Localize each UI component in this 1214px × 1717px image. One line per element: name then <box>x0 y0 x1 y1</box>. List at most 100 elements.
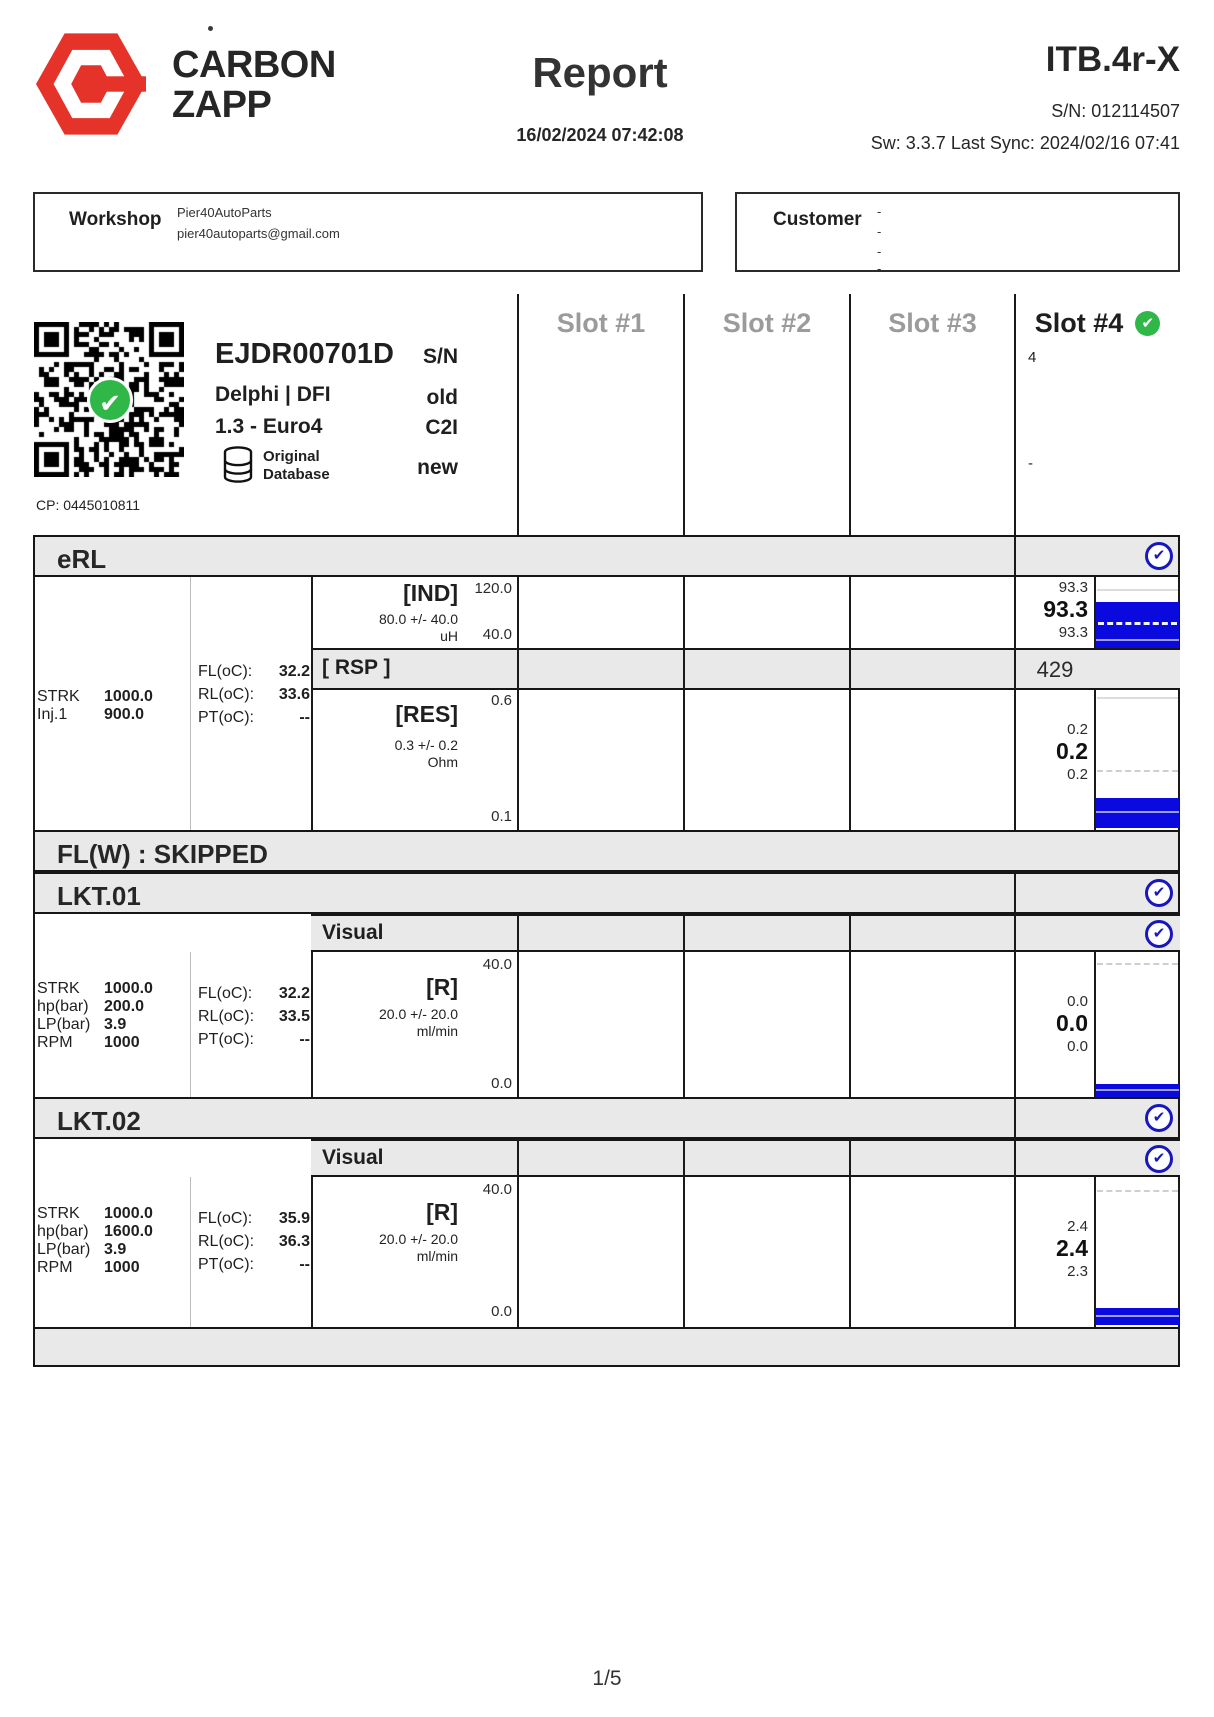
ind-bar-avg-line <box>1098 622 1177 625</box>
res-axis-min: 0.1 <box>491 808 512 825</box>
customer-line: - <box>877 224 882 239</box>
column-divider <box>849 577 851 830</box>
result-divider <box>1094 577 1096 648</box>
lkt02-param-rpm: RPM 1000 <box>37 1259 140 1276</box>
column-divider <box>1014 1139 1016 1327</box>
row-label-sn: S/N <box>422 345 458 368</box>
column-divider <box>311 577 313 830</box>
ind-tolerance: 80.0 +/- 40.0 <box>378 611 458 627</box>
lkt02-visual-check-icon: ✔ <box>1145 1145 1173 1173</box>
database-icon <box>222 446 254 484</box>
customer-line: - <box>877 244 882 259</box>
lkt02-bar-avg-line <box>1096 1315 1179 1317</box>
ind-unit: uH <box>440 628 458 644</box>
slot4-sn-value: 4 <box>1028 349 1037 366</box>
injector-maker: Delphi | DFI <box>215 383 331 406</box>
device-sw-sync: Sw: 3.3.7 Last Sync: 2024/02/16 07:41 <box>870 133 1180 153</box>
lkt02-slot4-avg: 2.4 <box>1056 1235 1088 1261</box>
res-label: [RES] <box>395 701 458 727</box>
lkt02-axis-max: 40.0 <box>482 1181 512 1198</box>
customer-label: Customer <box>773 209 862 230</box>
customer-line: - <box>877 204 882 219</box>
lkt02-cond-fl: FL(oC): 35.9 <box>198 1210 310 1227</box>
section-bar-erl: eRL <box>33 535 1180 577</box>
subcolumn-divider <box>190 1177 191 1327</box>
rsp-label: [ RSP ] <box>322 656 391 679</box>
lkt02-param-hp: hp(bar) 1600.0 <box>37 1223 153 1240</box>
brand-line1: CARBON <box>172 44 336 86</box>
flw-title: FL(W) : SKIPPED <box>57 839 268 869</box>
lkt01-param-strk: STRK 1000.0 <box>37 980 153 997</box>
column-divider <box>849 294 851 535</box>
lkt01-visual-check-icon: ✔ <box>1145 920 1173 948</box>
res-slot4-bar <box>1096 798 1179 828</box>
lkt01-cond-pt: PT(oC): -- <box>198 1031 310 1048</box>
lkt02-axis-min: 0.0 <box>491 1303 512 1320</box>
lkt01-r-label: [R] <box>426 974 458 1000</box>
lkt01-cond-fl: FL(oC): 32.2 <box>198 985 310 1002</box>
lkt01-visual-band <box>311 914 1180 952</box>
lkt01-cond-rl: RL(oC): 33.5 <box>198 1008 310 1025</box>
slot4-header-label: Slot #4 <box>1034 308 1124 338</box>
column-divider <box>1014 1099 1016 1137</box>
section-bar-lkt02: LKT.02 <box>33 1097 1180 1139</box>
ind-refline <box>1097 589 1178 591</box>
lkt01-axis-max: 40.0 <box>482 956 512 973</box>
row-label-c2i: C2I <box>425 416 458 439</box>
page-number: 1/5 <box>592 1667 622 1690</box>
brand-dot <box>208 26 213 31</box>
qr-code-wrap: ✔ <box>34 322 184 482</box>
device-serial: S/N: 012114507 <box>1051 101 1180 121</box>
ind-axis-max: 120.0 <box>474 580 512 597</box>
lkt02-visual-band <box>311 1139 1180 1177</box>
column-divider <box>683 914 685 1097</box>
erl-cond-pt: PT(oC): -- <box>198 709 310 726</box>
erl-pass-check-icon: ✔ <box>1145 542 1173 570</box>
device-model: ITB.4r-X <box>1045 40 1180 79</box>
res-dashed-refline <box>1097 770 1178 772</box>
slot4-header: Slot #4 ✔ <box>1015 308 1180 339</box>
workshop-box: Workshop Pier40AutoParts pier40autoparts… <box>33 192 703 272</box>
column-divider <box>1014 914 1016 1097</box>
table-footer-band <box>33 1327 1180 1367</box>
lkt02-visual-label: Visual <box>322 1146 384 1169</box>
column-divider <box>849 914 851 1097</box>
report-datetime: 16/02/2024 07:42:08 <box>516 125 684 145</box>
column-divider <box>311 1177 313 1327</box>
injector-version: 1.3 - Euro4 <box>215 415 323 438</box>
lkt02-r-tolerance: 20.0 +/- 20.0 <box>378 1231 458 1247</box>
result-divider <box>1094 1177 1096 1327</box>
rsp-band <box>311 648 1180 690</box>
customer-box: Customer - - - - <box>735 192 1180 276</box>
brand-line2: ZAPP <box>172 84 272 126</box>
database-label2: Database <box>263 466 330 483</box>
column-divider <box>1014 577 1016 830</box>
ind-slot4-max: 93.3 <box>1058 579 1088 596</box>
lkt01-visual-label: Visual <box>322 921 384 944</box>
result-divider <box>1094 952 1096 1097</box>
lkt01-pass-check-icon: ✔ <box>1145 879 1173 907</box>
lkt01-title: LKT.01 <box>57 881 141 911</box>
ind-label: [IND] <box>403 580 458 606</box>
lkt02-r-label: [R] <box>426 1199 458 1225</box>
lkt01-param-rpm: RPM 1000 <box>37 1034 140 1051</box>
lkt01-slot4-max: 0.0 <box>1067 993 1088 1010</box>
customer-line: - <box>877 261 882 276</box>
ind-slot4-min: 93.3 <box>1058 624 1088 641</box>
erl-param-strk: STRK 1000.0 <box>37 688 153 705</box>
lkt02-slot4-max: 2.4 <box>1067 1218 1088 1235</box>
column-divider <box>517 914 519 1097</box>
subcolumn-divider <box>190 577 191 830</box>
column-divider <box>517 577 519 830</box>
lkt01-r-unit: ml/min <box>416 1023 458 1039</box>
erl-cond-rl: RL(oC): 33.6 <box>198 686 310 703</box>
slot4-pass-check-icon: ✔ <box>1135 311 1161 336</box>
lkt02-param-lp: LP(bar) 3.9 <box>37 1241 127 1258</box>
slot1-header: Slot #1 <box>556 308 646 338</box>
rsp-slot4-value: 429 <box>1036 657 1074 682</box>
lkt01-dashed-refline <box>1097 963 1178 965</box>
column-divider <box>683 1139 685 1327</box>
carbonzapp-logo-icon <box>36 32 146 136</box>
res-slot4-min: 0.2 <box>1067 766 1088 783</box>
